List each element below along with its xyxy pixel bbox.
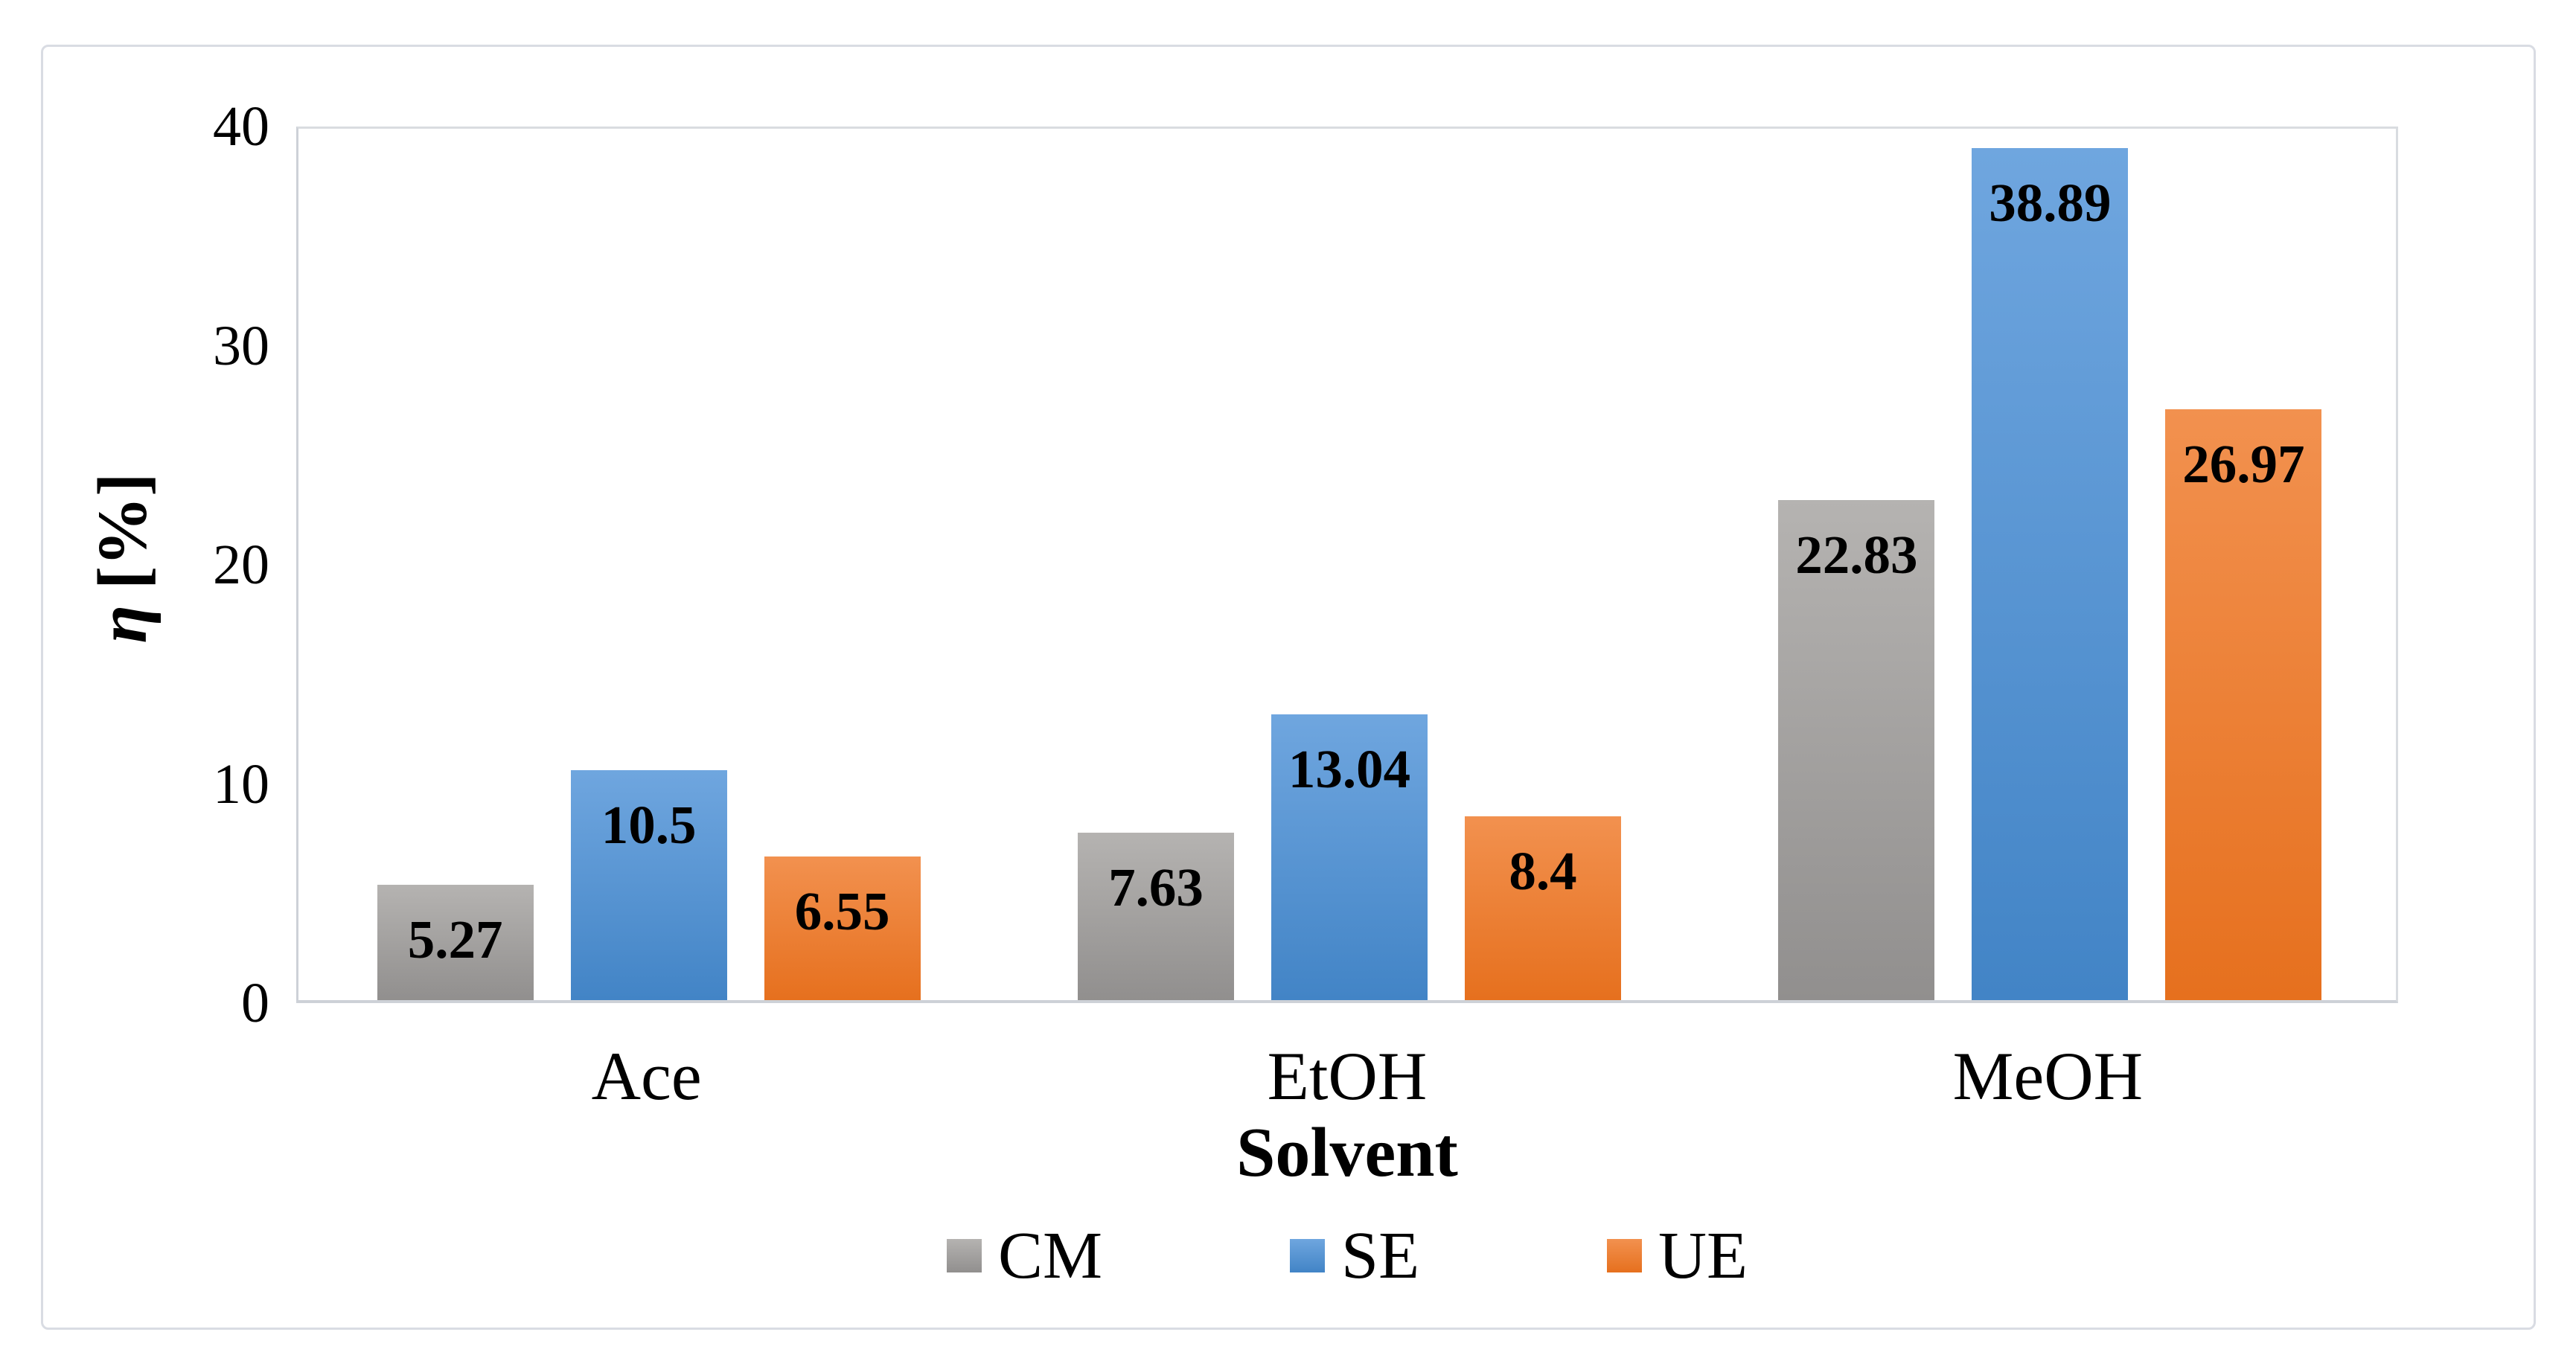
bar-SE-EtOH: 13.04 (1271, 714, 1428, 1000)
bar-value-label-CM-Ace: 5.27 (407, 909, 503, 970)
bar-value-label-CM-MeOH: 22.83 (1795, 524, 1918, 585)
legend-item-UE: UE (1607, 1219, 1748, 1293)
bar-value-label-SE-EtOH: 13.04 (1288, 738, 1411, 799)
bar-CM-MeOH: 22.83 (1778, 499, 1935, 1000)
bar-value-label-SE-Ace: 10.5 (601, 794, 697, 855)
bar-SE-Ace: 10.5 (570, 769, 727, 1000)
x-tick-MeOH: MeOH (1952, 1038, 2144, 1114)
legend-item-SE: SE (1290, 1219, 1419, 1293)
bar-UE-EtOH: 8.4 (1464, 816, 1621, 1000)
y-tick-30: 30 (213, 314, 269, 377)
bar-group-MeOH: 22.83 38.89 26.97 (1700, 129, 2400, 1000)
y-tick-10: 10 (213, 752, 269, 816)
legend-swatch-UE (1607, 1239, 1643, 1272)
y-tick-0: 0 (241, 972, 269, 1034)
legend-swatch-CM (946, 1239, 982, 1272)
bar-value-label-SE-MeOH: 38.89 (1989, 172, 2112, 233)
legend-swatch-SE (1290, 1239, 1326, 1272)
legend: CM SE UE (296, 1219, 2398, 1293)
bar-CM-EtOH: 7.63 (1077, 833, 1234, 1000)
x-axis-title: Solvent (1236, 1114, 1458, 1191)
y-axis-title-symbol: η (84, 604, 162, 644)
plot-area: 5.27 10.5 6.55 7.63 13.04 8.4 22.83 38.89 26.97 (296, 127, 2398, 1003)
bar-SE-MeOH: 38.89 (1972, 147, 2129, 1000)
bar-value-label-UE-EtOH: 8.4 (1509, 840, 1577, 901)
y-tick-20: 20 (213, 534, 269, 596)
legend-item-CM: CM (946, 1219, 1103, 1293)
y-tick-40: 40 (213, 95, 269, 158)
x-tick-Ace: Ace (591, 1038, 702, 1114)
bar-value-label-UE-MeOH: 26.97 (2182, 433, 2305, 494)
bar-CM-Ace: 5.27 (377, 884, 534, 1000)
legend-label-CM: CM (997, 1219, 1103, 1293)
bar-group-Ace: 5.27 10.5 6.55 (298, 129, 999, 1000)
bar-group-EtOH: 7.63 13.04 8.4 (999, 129, 1699, 1000)
x-tick-EtOH: EtOH (1267, 1038, 1428, 1114)
bar-UE-Ace: 6.55 (764, 856, 921, 1000)
bar-value-label-UE-Ace: 6.55 (794, 881, 890, 942)
bar-value-label-CM-EtOH: 7.63 (1108, 857, 1204, 918)
bar-UE-MeOH: 26.97 (2165, 409, 2322, 1000)
legend-label-SE: SE (1341, 1219, 1420, 1293)
legend-label-UE: UE (1658, 1219, 1748, 1293)
